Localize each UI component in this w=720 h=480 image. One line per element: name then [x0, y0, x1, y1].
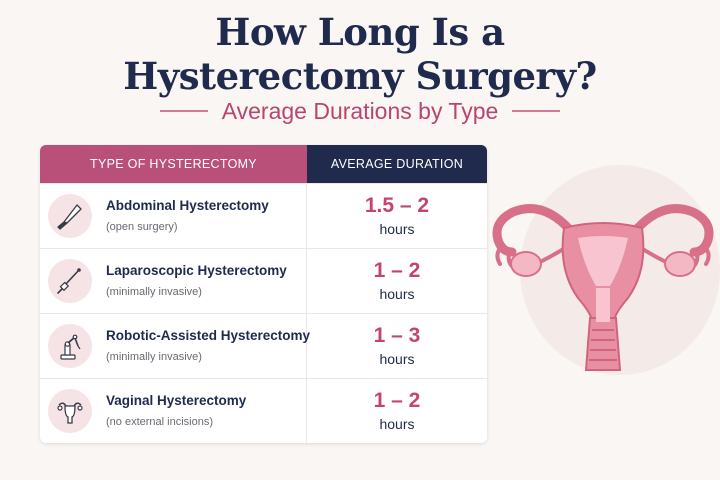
type-note: (minimally invasive) — [106, 286, 202, 298]
duration-value: 1 – 3 — [373, 324, 421, 347]
type-cell: Laparoscopic Hysterectomy (minimally inv… — [40, 249, 307, 313]
duration-cell: 1 – 2 hours — [307, 249, 487, 313]
table-row: Abdominal Hysterectomy (open surgery) 1.… — [40, 183, 487, 248]
type-name: Laparoscopic Hysterectomy — [106, 263, 287, 278]
duration-unit: hours — [379, 416, 415, 432]
type-note: (no external incisions) — [106, 416, 213, 428]
subtitle-rule-right — [512, 110, 561, 112]
uterus-illustration — [492, 204, 714, 371]
type-text: Vaginal Hysterectomy (no external incisi… — [106, 392, 246, 430]
header-duration: AVERAGE DURATION — [307, 145, 487, 183]
type-cell: Vaginal Hysterectomy (no external incisi… — [40, 379, 307, 443]
type-note: (open surgery) — [106, 221, 178, 233]
table-row: Vaginal Hysterectomy (no external incisi… — [40, 378, 487, 443]
title-line-1: How Long Is a — [215, 10, 505, 54]
type-name: Robotic-Assisted Hysterectomy — [106, 328, 311, 343]
type-note: (minimally invasive) — [106, 351, 202, 363]
type-cell: Robotic-Assisted Hysterectomy (minimally… — [40, 314, 310, 378]
duration-unit: hours — [379, 286, 415, 302]
type-text: Robotic-Assisted Hysterectomy (minimally… — [106, 327, 310, 365]
duration-cell: 1.5 – 2 hours — [307, 184, 487, 248]
table-row: Laparoscopic Hysterectomy (minimally inv… — [40, 248, 487, 313]
duration-cell: 1 – 2 hours — [307, 379, 487, 443]
duration-value: 1.5 – 2 — [364, 194, 430, 217]
type-name: Vaginal Hysterectomy — [106, 393, 247, 408]
laparoscope-icon — [48, 259, 92, 303]
duration-value: 1 – 2 — [373, 389, 421, 412]
duration-unit: hours — [379, 351, 415, 367]
type-text: Abdominal Hysterectomy (open surgery) — [106, 197, 269, 235]
duration-unit: hours — [379, 221, 415, 237]
duration-value: 1 – 2 — [373, 259, 421, 282]
type-cell: Abdominal Hysterectomy (open surgery) — [40, 184, 307, 248]
uterus-icon — [48, 389, 92, 433]
subtitle: Average Durations by Type — [221, 98, 499, 124]
duration-cell: 1 – 3 hours — [307, 314, 487, 378]
subtitle-rule-left — [159, 110, 208, 112]
table-header: TYPE OF HYSTERECTOMY AVERAGE DURATION — [40, 145, 487, 183]
scalpel-icon — [48, 194, 92, 238]
type-text: Laparoscopic Hysterectomy (minimally inv… — [106, 262, 287, 300]
title-line-2: Hysterectomy Surgery? — [123, 54, 597, 98]
header-type: TYPE OF HYSTERECTOMY — [40, 145, 307, 183]
duration-table: TYPE OF HYSTERECTOMY AVERAGE DURATION Ab… — [40, 145, 487, 443]
type-name: Abdominal Hysterectomy — [106, 198, 269, 213]
robotic-arm-icon — [48, 324, 92, 368]
subtitle-row: Average Durations by Type — [0, 96, 720, 126]
page-title: How Long Is a Hysterectomy Surgery? — [0, 10, 720, 98]
table-row: Robotic-Assisted Hysterectomy (minimally… — [40, 313, 487, 378]
